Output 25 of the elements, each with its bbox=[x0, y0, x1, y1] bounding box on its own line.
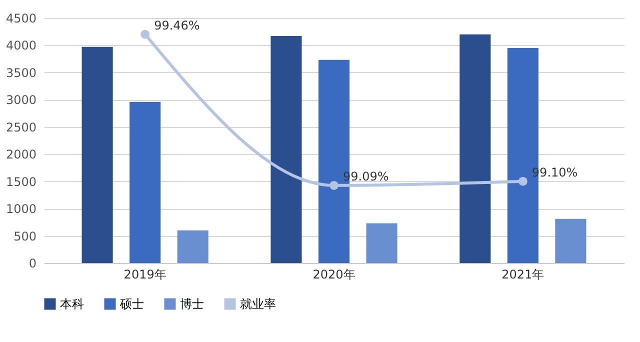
data-label: 99.46% bbox=[154, 18, 200, 32]
bar bbox=[177, 230, 208, 263]
x-tick-label: 2019年 bbox=[124, 268, 166, 282]
legend-label: 本科 bbox=[60, 297, 84, 311]
legend-label: 硕士 bbox=[119, 297, 144, 311]
bar bbox=[366, 223, 398, 263]
y-tick-label: 4500 bbox=[6, 12, 36, 26]
legend-label: 就业率 bbox=[240, 297, 276, 311]
x-tick-label: 2020年 bbox=[312, 268, 356, 282]
y-tick-label: 0 bbox=[28, 256, 36, 270]
bar bbox=[460, 34, 491, 263]
y-tick-label: 500 bbox=[14, 229, 36, 244]
y-tick-label: 1500 bbox=[6, 174, 36, 189]
y-tick-label: 3500 bbox=[6, 66, 36, 80]
bar bbox=[82, 46, 113, 263]
legend-label: 博士 bbox=[180, 297, 204, 311]
y-tick-label: 4000 bbox=[6, 38, 36, 53]
y-tick-label: 3000 bbox=[6, 93, 36, 108]
x-tick-label: 2021年 bbox=[502, 268, 544, 282]
y-tick-label: 2000 bbox=[6, 148, 36, 162]
bar bbox=[270, 36, 302, 263]
bar bbox=[555, 218, 586, 263]
bar bbox=[130, 102, 161, 263]
y-tick-label: 2500 bbox=[6, 120, 36, 134]
y-tick-label: 1000 bbox=[6, 202, 36, 216]
